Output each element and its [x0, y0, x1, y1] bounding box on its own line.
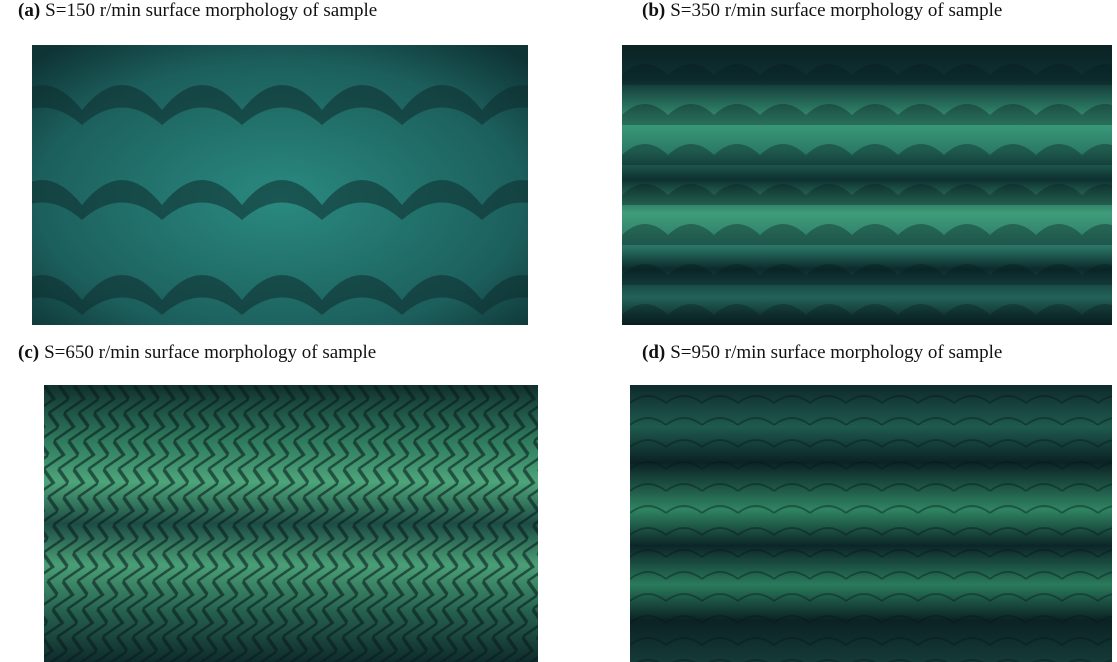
caption-text: S=350 r/min surface morphology of sample [670, 0, 1002, 21]
caption: (c)S=650 r/min surface morphology of sam… [18, 342, 376, 364]
caption: (a)S=150 r/min surface morphology of sam… [18, 0, 377, 22]
micrograph-a [32, 45, 528, 325]
caption: (b)S=350 r/min surface morphology of sam… [642, 0, 1002, 22]
micrograph-b [622, 45, 1112, 325]
panel-label: (a) [18, 0, 40, 21]
caption-text: S=950 r/min surface morphology of sample [670, 342, 1002, 363]
panel-label: (d) [642, 342, 665, 363]
panel-label: (c) [18, 342, 39, 363]
micrograph-d [630, 385, 1112, 662]
figure-page: (a)S=150 r/min surface morphology of sam… [0, 0, 1117, 662]
caption: (d)S=950 r/min surface morphology of sam… [642, 342, 1002, 364]
caption-text: S=650 r/min surface morphology of sample [44, 342, 376, 363]
caption-text: S=150 r/min surface morphology of sample [45, 0, 377, 21]
panel-label: (b) [642, 0, 665, 21]
micrograph-c [44, 385, 538, 662]
